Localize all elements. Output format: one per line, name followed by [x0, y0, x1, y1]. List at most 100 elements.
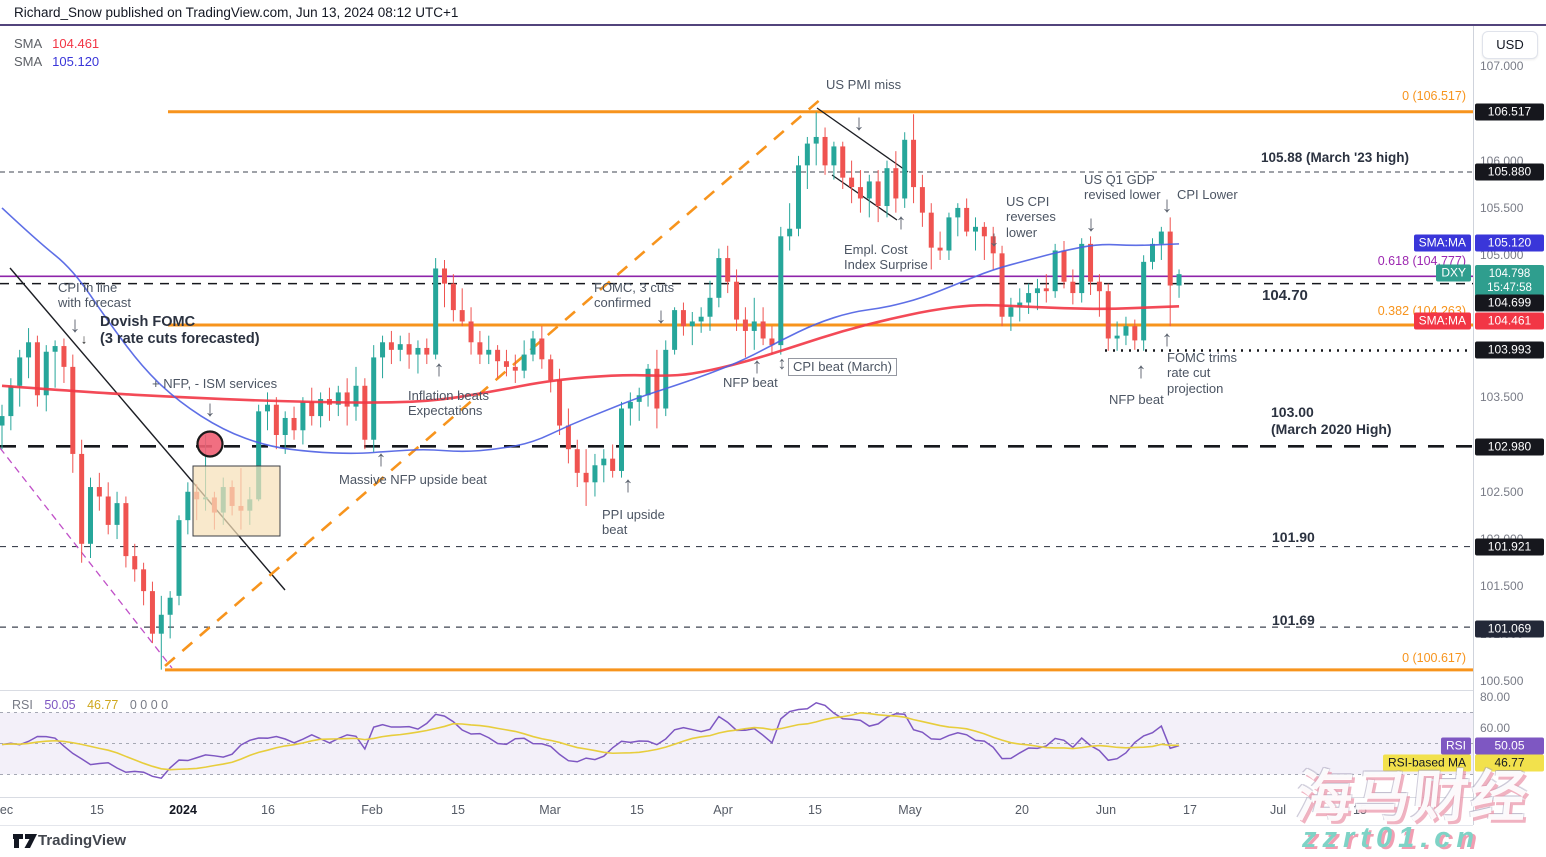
- candle-body: [1070, 281, 1076, 294]
- currency-button[interactable]: USD: [1482, 31, 1538, 59]
- candle-body: [1008, 307, 1014, 317]
- candle-body: [627, 401, 633, 409]
- candle-body: [521, 354, 527, 371]
- time-axis-tick: Dec: [0, 803, 14, 817]
- candle-body: [760, 321, 766, 339]
- rsi-ma-value: 46.77: [87, 698, 119, 712]
- candle-body: [176, 520, 182, 596]
- bar-countdown: 15:47:58: [1487, 282, 1532, 294]
- candle-body: [8, 385, 14, 417]
- candle-body: [548, 359, 554, 381]
- candle-body: [990, 236, 996, 254]
- candle-body: [751, 321, 757, 331]
- sma-fast-legend-row[interactable]: SMA 104.461: [14, 36, 99, 51]
- candle-body: [512, 366, 518, 371]
- candle-body: [424, 347, 430, 355]
- rsi-value: 50.05: [44, 698, 76, 712]
- rsi-legend[interactable]: RSI 50.05 46.77 0 0 0 0: [12, 698, 176, 712]
- candle-body: [158, 614, 164, 634]
- candle-body: [840, 146, 846, 178]
- price-scale-tick: 105.500: [1480, 201, 1524, 215]
- candle-body: [1150, 243, 1155, 262]
- price-label-101.069: 101.069: [1475, 620, 1544, 638]
- candle-body: [796, 165, 801, 229]
- candle-body: [52, 346, 58, 352]
- highlight-box: [192, 465, 281, 537]
- candle-body: [79, 453, 85, 544]
- candle-body: [645, 368, 651, 396]
- candle-body: [565, 425, 571, 450]
- price-label-101.921: 101.921: [1475, 538, 1544, 556]
- candle-body: [415, 347, 421, 355]
- candle-body: [256, 411, 262, 500]
- rsi-ma-line: [1, 712, 1180, 771]
- candle-body: [981, 226, 987, 237]
- candle-body: [919, 187, 925, 213]
- candle-body: [1043, 288, 1049, 292]
- candle-body: [849, 177, 855, 188]
- tradingview-brand-text[interactable]: TradingView: [38, 832, 127, 849]
- circle-marker: [196, 430, 224, 458]
- price-chart-canvas[interactable]: [0, 0, 1473, 797]
- candle-body: [450, 283, 456, 311]
- price-scale-tick: 101.500: [1480, 579, 1524, 593]
- candle-body: [654, 368, 660, 409]
- footer-bar: TradingView: [0, 825, 1546, 857]
- time-axis-tick: 15: [808, 803, 822, 817]
- candle-body: [707, 297, 713, 317]
- candle-body: [344, 392, 350, 407]
- time-axis-tick: Feb: [361, 803, 383, 817]
- candle-body: [583, 472, 589, 483]
- price-scale-tick: 105.000: [1480, 248, 1524, 262]
- tradingview-logo-icon[interactable]: [12, 831, 38, 851]
- candle-body: [689, 321, 695, 327]
- candle-body: [680, 310, 686, 327]
- candle-body: [530, 338, 536, 355]
- candle-body: [937, 247, 943, 251]
- pane-separator[interactable]: [0, 690, 1546, 691]
- candle-body: [1176, 274, 1182, 286]
- candle-body: [1061, 250, 1067, 282]
- rsi-line: [1, 701, 1180, 780]
- candle-body: [778, 236, 784, 346]
- candle-body: [88, 487, 93, 544]
- price-scale-tick: 102.500: [1480, 485, 1524, 499]
- price-scale[interactable]: USD 107.000 106.000 105.500 105.000 103.500 1…: [1473, 0, 1546, 857]
- time-axis[interactable]: Dec 15 2024 16 Feb 15 Mar 15 Apr 15 May 20 Jun 17 Jul 1…: [0, 797, 1546, 825]
- price-label-104.699: 104.699: [1475, 294, 1544, 312]
- candle-body: [999, 253, 1005, 317]
- candle-body: [265, 404, 270, 412]
- candle-body: [601, 458, 607, 466]
- candle-body: [973, 226, 978, 232]
- sma-slow-legend-row[interactable]: SMA 105.120: [14, 54, 99, 69]
- axis-separator: [0, 797, 1546, 798]
- candle-body: [557, 380, 563, 426]
- candle-body: [433, 268, 439, 355]
- time-axis-tick: Mar: [539, 803, 561, 817]
- candle-body: [309, 401, 315, 417]
- sma-fast-line: [1, 303, 1180, 404]
- candle-body: [884, 168, 890, 207]
- magenta-dashed-line: [0, 447, 173, 669]
- candle-body: [300, 401, 306, 431]
- candle-body: [734, 281, 740, 320]
- candle-body: [1017, 302, 1023, 308]
- candle-body: [1096, 281, 1102, 292]
- price-label-105.880: 105.880: [1475, 163, 1544, 181]
- candle-body: [105, 496, 111, 525]
- time-axis-tick: Apr: [713, 803, 733, 817]
- time-axis-tick: 20: [1015, 803, 1029, 817]
- candle-body: [1167, 231, 1173, 286]
- candle-body: [495, 349, 501, 362]
- indicator-legend: SMA 104.461 SMA 105.120: [14, 36, 99, 72]
- candle-body: [592, 465, 598, 483]
- rsi-label: RSI: [12, 698, 33, 712]
- watermark-url: zzrt01.cn: [1302, 822, 1481, 854]
- time-axis-tick: 15: [630, 803, 644, 817]
- sma-slow-label: SMA: [14, 54, 43, 69]
- candle-body: [132, 556, 138, 570]
- candle-body: [70, 366, 76, 454]
- candle-body: [1132, 326, 1138, 341]
- candle-body: [742, 319, 748, 331]
- price-label-104.798: 104.798 15:47:58: [1475, 265, 1544, 297]
